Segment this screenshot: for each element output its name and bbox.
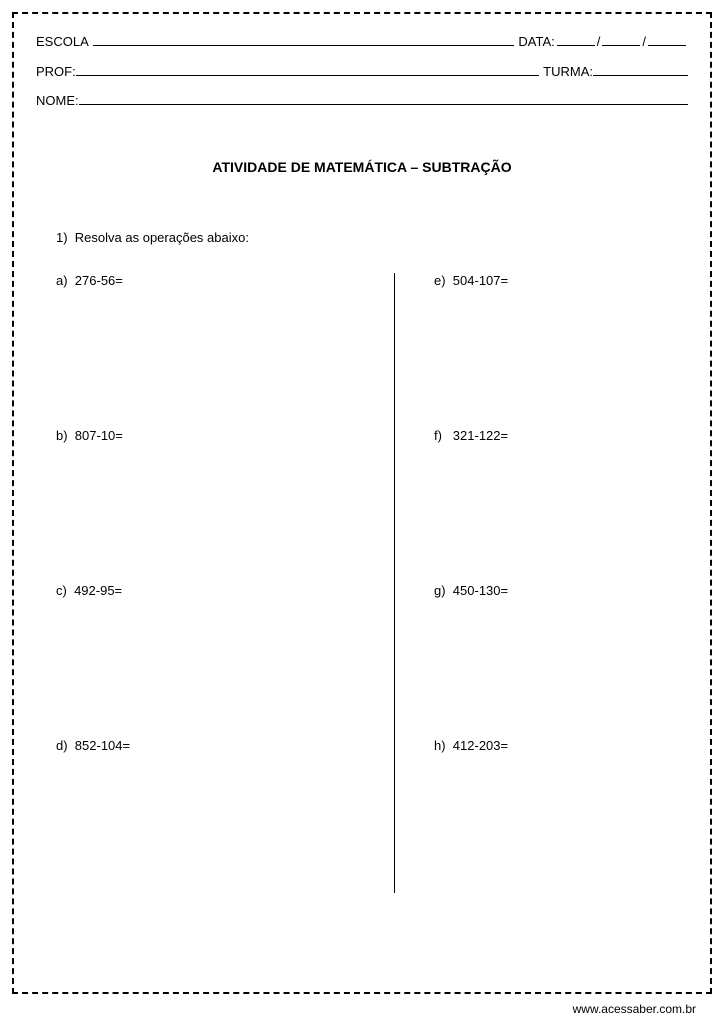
problem-g: g) 450-130=	[434, 583, 508, 598]
problems-column-left: a) 276-56= b) 807-10= c) 492-95= d) 852-…	[56, 273, 416, 893]
prof-blank-line	[76, 62, 539, 76]
problem-h: h) 412-203=	[434, 738, 508, 753]
problem-b: b) 807-10=	[56, 428, 416, 443]
header-row-nome: NOME:	[36, 91, 688, 109]
problem-a: a) 276-56=	[56, 273, 416, 288]
problem-letter: d)	[56, 738, 68, 753]
problems-area: a) 276-56= b) 807-10= c) 492-95= d) 852-…	[56, 273, 688, 893]
header-row-prof-turma: PROF: TURMA:	[36, 62, 688, 80]
problem-expression: 492-95=	[74, 583, 122, 598]
header-section: ESCOLA DATA: / / PROF: TURMA: NOME:	[36, 32, 688, 109]
problem-letter: a)	[56, 273, 68, 288]
instruction-line: 1) Resolva as operações abaixo:	[56, 230, 688, 245]
turma-label: TURMA:	[543, 64, 593, 80]
vertical-divider	[394, 273, 395, 893]
problem-letter: f)	[434, 428, 442, 443]
instruction-text: Resolva as operações abaixo:	[75, 230, 249, 245]
problems-grid: a) 276-56= b) 807-10= c) 492-95= d) 852-…	[56, 273, 688, 893]
problem-expression: 807-10=	[75, 428, 123, 443]
nome-label: NOME:	[36, 93, 79, 109]
escola-blank-line	[93, 32, 515, 46]
prof-label: PROF:	[36, 64, 76, 80]
date-separator-2: /	[642, 34, 646, 50]
escola-label: ESCOLA	[36, 34, 89, 50]
problem-expression: 852-104=	[75, 738, 130, 753]
data-label: DATA:	[518, 34, 554, 50]
problem-expression: 276-56=	[75, 273, 123, 288]
problem-e: e) 504-107=	[434, 273, 508, 288]
footer-url: www.acessaber.com.br	[573, 1002, 696, 1016]
header-row-escola-data: ESCOLA DATA: / /	[36, 32, 688, 50]
nome-blank-line	[79, 91, 688, 105]
date-day-line	[557, 32, 595, 46]
instruction-number: 1)	[56, 230, 68, 245]
problem-expression: 321-122=	[453, 428, 508, 443]
date-separator-1: /	[597, 34, 601, 50]
date-year-line	[648, 32, 686, 46]
date-month-line	[602, 32, 640, 46]
problem-expression: 504-107=	[453, 273, 508, 288]
worksheet-title: ATIVIDADE DE MATEMÁTICA – SUBTRAÇÃO	[36, 159, 688, 175]
worksheet-border: ESCOLA DATA: / / PROF: TURMA: NOME: ATIV…	[12, 12, 712, 994]
problem-d: d) 852-104=	[56, 738, 416, 753]
problem-letter: h)	[434, 738, 446, 753]
problem-letter: c)	[56, 583, 67, 598]
turma-blank-line	[593, 62, 688, 76]
problem-c: c) 492-95=	[56, 583, 416, 598]
problem-f: f) 321-122=	[434, 428, 508, 443]
problem-expression: 412-203=	[453, 738, 508, 753]
problem-expression: 450-130=	[453, 583, 508, 598]
problem-letter: g)	[434, 583, 446, 598]
problem-letter: e)	[434, 273, 446, 288]
problems-column-right: e) 504-107= f) 321-122= g) 450-130= h) 4…	[416, 273, 508, 893]
problem-letter: b)	[56, 428, 68, 443]
